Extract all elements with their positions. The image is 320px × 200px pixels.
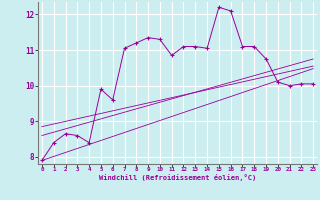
X-axis label: Windchill (Refroidissement éolien,°C): Windchill (Refroidissement éolien,°C) xyxy=(99,174,256,181)
